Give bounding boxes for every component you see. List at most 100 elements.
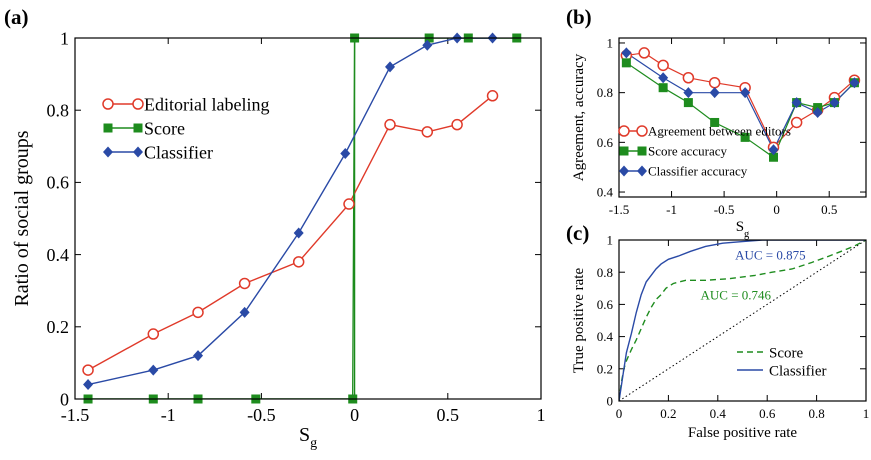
panel-a-xlabel: Sg xyxy=(299,424,317,451)
panel-b-series-point-0 xyxy=(708,76,721,89)
panel-b-series-point-2 xyxy=(709,87,720,99)
panel-a-series-point-2 xyxy=(385,61,396,73)
panel-a-series-point-0 xyxy=(82,364,94,376)
panel-a-series-point-2 xyxy=(422,39,433,51)
panel-b-xlabel-text: S xyxy=(736,219,744,235)
panel-b-series-point-0 xyxy=(657,59,669,72)
panel-a-series-point-2 xyxy=(83,379,94,391)
panel-b-legend-marker-1 xyxy=(637,146,647,156)
panel-c-ytick-label: 1 xyxy=(607,233,614,248)
panel-c-ytick-label: 0.4 xyxy=(597,329,614,344)
panel-a-xtick-label: 0 xyxy=(350,405,359,425)
panel-b-legend-label-2: Classifier accuracy xyxy=(648,164,748,179)
panel-c-xtick-label: 1 xyxy=(863,406,870,421)
panel-a-series-line-0 xyxy=(87,95,493,371)
panel-b-ytick-label: 1 xyxy=(607,36,614,51)
panel-a-ytick-label: 0.4 xyxy=(47,245,70,265)
panel-b-series-point-0 xyxy=(638,47,650,59)
panel-b-xlabel: Sg xyxy=(736,219,750,240)
panel-b-ylabel: Agreement, accuracy xyxy=(571,53,587,181)
panel-b-xtick-label: 0 xyxy=(773,202,780,217)
panel-b-series-point-1 xyxy=(683,98,693,108)
panel-a-series-line-2 xyxy=(87,38,493,386)
panel-b-ytick-label: 0.6 xyxy=(597,135,614,150)
panel-a-data xyxy=(87,38,517,399)
panel-b-series-point-2 xyxy=(658,72,669,84)
panel-a-xtick-label: 0.5 xyxy=(437,405,460,425)
panel-c-ytick-label: 0.6 xyxy=(597,297,614,312)
panel-a-xtick-label: -0.5 xyxy=(247,405,276,425)
panel-b-legend: Agreement between editors Score accuracy C… xyxy=(618,124,791,179)
panel-b-legend-marker-2 xyxy=(637,165,647,177)
panel-c-xtick-label: 0 xyxy=(616,406,623,421)
panel-a-series-point-0 xyxy=(147,328,160,340)
panel-a-ytick-label: 0 xyxy=(60,389,69,409)
panel-c-xlabel-text: False positive rate xyxy=(688,425,797,441)
panel-a-series-point-2 xyxy=(293,227,304,239)
panel-a-letter: (a) xyxy=(4,5,29,29)
panel-b-series-line-2 xyxy=(626,52,855,152)
panel-a-legend-marker-0 xyxy=(132,98,144,110)
panel-b-ytick-label: 0.8 xyxy=(597,85,613,100)
panel-a-series-point-0 xyxy=(292,256,305,268)
panel-c-series-line-1 xyxy=(619,240,866,401)
panel-b-legend-marker-0 xyxy=(618,125,630,137)
panel-b-series-point-2 xyxy=(849,77,860,89)
panel-b-series-point-2 xyxy=(812,107,823,119)
panel-a-series-line-1 xyxy=(88,38,517,399)
panel-b-series-point-2 xyxy=(829,97,840,109)
panel-b-series-point-2 xyxy=(740,87,751,99)
panel-a-series-point-2 xyxy=(239,306,250,318)
panel-c-diagonal xyxy=(619,240,866,401)
panel-a-legend-label-2: Classifier xyxy=(144,142,213,162)
panel-a-series-point-0 xyxy=(486,90,499,102)
panel-c-legend: Score Classifier xyxy=(737,345,827,379)
panel-b-series-point-1 xyxy=(621,58,631,68)
panel-a-xtick-label: -1 xyxy=(161,405,176,425)
panel-b-legend-marker-2 xyxy=(619,165,629,177)
panel-b-xtick-label: -1 xyxy=(666,202,677,217)
panel-a-legend-marker-2 xyxy=(133,146,143,158)
panel-c-data xyxy=(619,240,866,401)
panel-c-ytick-label: 0 xyxy=(607,394,614,409)
panel-b-legend-marker-0 xyxy=(636,125,648,137)
panel-a-legend-marker-1 xyxy=(133,123,143,133)
panel-b-xtick-label: -1.5 xyxy=(609,202,630,217)
panel-a-ylabel: Ratio of social groups xyxy=(11,130,33,306)
panel-b-xtick-label: 0.5 xyxy=(821,202,837,217)
panel-c-plot: 0 0.2 0.4 0.6 0.8 1 0 0.2 0.4 0.6 0.8 1 AUC = 0.875 A… xyxy=(571,233,869,441)
panel-a-legend-label-0: Editorial labeling xyxy=(144,94,269,114)
panel-c-xtick-label: 0.4 xyxy=(710,406,727,421)
panel-c-ytick-label: 0.8 xyxy=(597,265,613,280)
panel-b-letter: (b) xyxy=(566,5,592,29)
panel-c-letter: (c) xyxy=(566,221,589,245)
panel-a-series-point-0 xyxy=(451,118,463,131)
panel-a-ytick-label: 0.2 xyxy=(47,317,70,337)
panel-a-series-point-0 xyxy=(343,198,355,210)
panel-a-xtick-label: -1.5 xyxy=(61,405,90,425)
panel-b-series-point-2 xyxy=(791,97,802,109)
panel-a-legend-marker-1 xyxy=(103,123,113,133)
panel-b-xlabel-sub: g xyxy=(744,229,750,240)
panel-a-legend-label-1: Score xyxy=(144,118,185,138)
panel-b-series-point-0 xyxy=(790,116,803,129)
panel-a-ytick-label: 1 xyxy=(60,28,69,48)
panel-b-legend-label-1: Score accuracy xyxy=(648,144,728,159)
panel-a-xlabel-text: S xyxy=(299,424,310,446)
panel-c-legend-label-1: Classifier xyxy=(769,363,827,379)
panel-a-xlabel-sub: g xyxy=(310,436,317,451)
panel-a-series-point-0 xyxy=(192,306,204,319)
panel-b-series-point-2 xyxy=(768,144,779,156)
panel-a-legend-marker-2 xyxy=(103,146,113,158)
panel-c-xtick-label: 0.6 xyxy=(759,406,776,421)
panel-a-legend-marker-0 xyxy=(102,98,114,110)
panel-c-xlabel: False positive rate xyxy=(688,425,797,441)
panel-a-series-point-0 xyxy=(384,118,396,131)
panel-c-series-line-0 xyxy=(619,240,866,401)
panel-a-ytick-label: 0.8 xyxy=(47,101,70,121)
panel-a-xtick-label: 1 xyxy=(537,405,546,425)
panel-b-series-point-0 xyxy=(682,72,695,84)
panel-b-series-point-1 xyxy=(710,117,720,127)
panel-c-annotation: AUC = 0.746 xyxy=(701,288,772,303)
